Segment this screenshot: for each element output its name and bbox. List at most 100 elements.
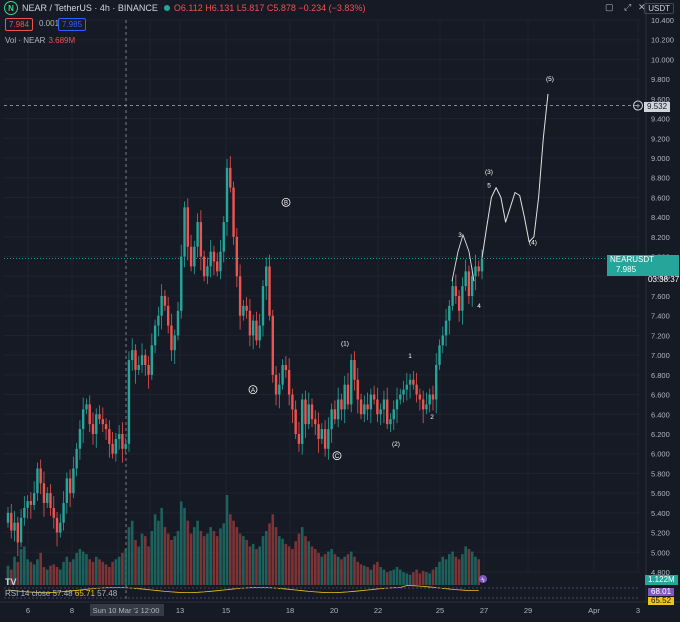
candle-body (301, 399, 304, 444)
y-tick-label: 10.000 (651, 55, 674, 64)
candle-body (127, 360, 131, 444)
y-tick-label: 6.000 (651, 450, 670, 459)
y-tick-label: 7.000 (651, 351, 670, 360)
x-tick-label: 15 (222, 606, 230, 615)
volume-bar (336, 556, 340, 585)
candle-body (287, 369, 291, 395)
x-tick-label: 13 (176, 606, 184, 615)
volume-bar (444, 559, 448, 585)
rsi-value-1: 57.48 (52, 589, 73, 598)
current-price-tag: NEARUSDT 7.985 03:38:37 (607, 255, 679, 284)
candle-body (212, 251, 216, 262)
candle-body (356, 379, 359, 400)
candle-body (382, 399, 386, 410)
volume-bar (104, 564, 108, 585)
volume-bar (313, 549, 317, 585)
candle-body (36, 468, 39, 494)
candle-body (245, 305, 248, 311)
volume-bar (91, 561, 95, 585)
candle-body (359, 399, 363, 415)
maximize-icon[interactable]: ⤢ (624, 2, 632, 12)
y-tick-label: 9.800 (651, 75, 670, 84)
volume-bar (117, 556, 121, 585)
candle-body (467, 271, 471, 296)
volume-bar (127, 527, 131, 585)
candle-body (144, 355, 147, 365)
near-logo-icon: N (4, 1, 18, 15)
close-icon[interactable]: ✕ (638, 2, 646, 12)
candle-body (310, 404, 314, 420)
change-value: −0.234 (−3.83%) (298, 3, 366, 13)
wave-label: 4 (477, 303, 481, 310)
candle-body (412, 379, 415, 385)
volume-bar (330, 549, 333, 585)
rsi-params: 14 close (20, 589, 51, 598)
x-tick-label: Sun 10 Mar '24 (93, 606, 144, 615)
buy-price-box[interactable]: 7.985 (58, 18, 87, 31)
candle-body (101, 419, 104, 425)
candle-body (137, 365, 140, 370)
volume-bar (108, 567, 111, 585)
candle-body (68, 478, 72, 494)
volume-bar (434, 567, 438, 585)
volume-tag: 1.122M (645, 575, 678, 585)
rsi-value-3: 57.48 (97, 589, 118, 598)
candle-body (186, 207, 189, 247)
candle-body (222, 222, 225, 252)
candle-body (425, 404, 428, 410)
symbol-title[interactable]: NEAR / TetherUS · 4h · BINANCE (22, 3, 158, 13)
market-status-icon (163, 5, 170, 11)
indicator-lightning-icon (479, 575, 487, 583)
candle-body (464, 271, 467, 287)
volume-bar (415, 569, 418, 585)
candle-body (418, 394, 422, 400)
currency-selector[interactable]: USDT (644, 3, 674, 14)
candle-body (376, 399, 379, 415)
volume-bar (255, 549, 258, 585)
volume-label: Vol · NEAR (5, 36, 46, 45)
candle-body (235, 236, 239, 277)
candle-body (183, 207, 186, 257)
candle-body (297, 434, 301, 444)
sell-price-box[interactable]: 7.984 (5, 18, 34, 31)
y-tick-label: 6.400 (651, 410, 670, 419)
volume-bar (186, 520, 190, 585)
spread-value: 0.001 (39, 19, 60, 28)
candle-body (291, 394, 294, 410)
candle-body (26, 501, 29, 508)
volume-bar (464, 546, 467, 585)
volume-bar (389, 570, 392, 585)
fullscreen-icon[interactable]: ▢ (605, 2, 614, 12)
candle-body (88, 404, 91, 425)
y-tick-label: 7.400 (651, 312, 670, 321)
volume-bar (438, 561, 441, 585)
candle-body (216, 261, 219, 272)
wave-label: (5) (546, 76, 554, 83)
candle-body (199, 222, 203, 257)
y-tick-label: 6.800 (651, 371, 670, 380)
candle-body (333, 409, 337, 420)
wave-label: C (335, 454, 340, 460)
candle-body (428, 394, 431, 405)
candle-body (386, 399, 389, 425)
candle-body (81, 409, 85, 430)
candle-body (477, 266, 480, 272)
candle-body (150, 345, 154, 375)
volume-bar (153, 514, 157, 585)
candle-body (294, 409, 297, 434)
volume-legend: Vol · NEAR 3.689M (5, 36, 75, 45)
volume-bar (333, 554, 337, 585)
volume-bar (376, 561, 379, 585)
tag-price: 7.985 (616, 265, 637, 274)
wave-label: (3) (485, 169, 493, 176)
volume-bar (121, 552, 124, 585)
volume-bar (59, 569, 62, 585)
low-value: L5.817 (236, 3, 265, 13)
candle-body (160, 296, 163, 316)
candle-body (209, 251, 212, 267)
candle-body (278, 384, 281, 395)
volume-bar (45, 569, 49, 585)
volume-bar (382, 569, 386, 585)
candle-body (13, 522, 16, 531)
